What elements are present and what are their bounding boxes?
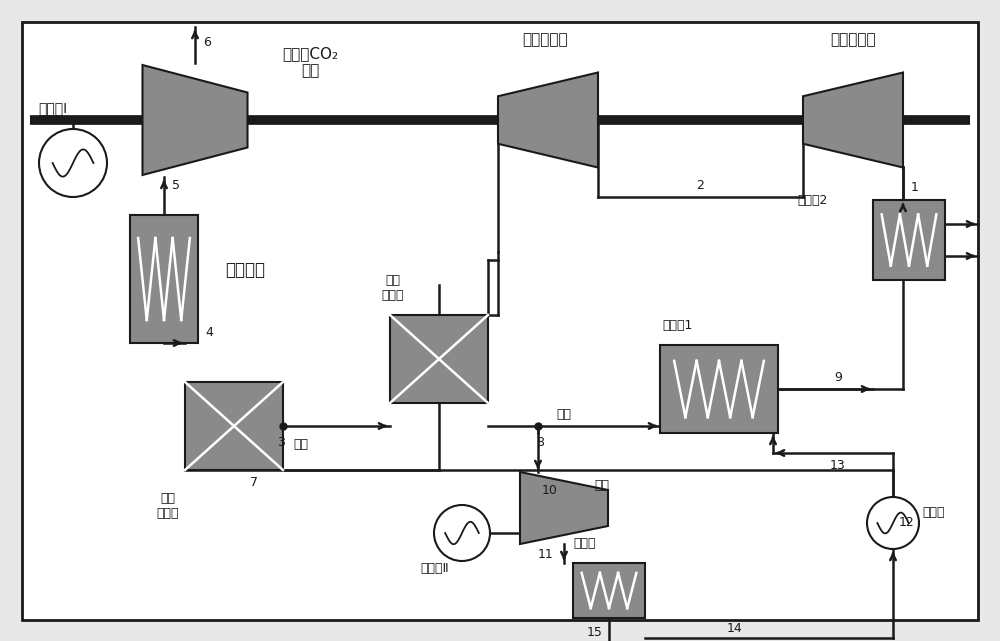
Polygon shape: [803, 72, 903, 167]
Text: 3: 3: [277, 435, 285, 449]
Text: 增压泵: 增压泵: [922, 506, 944, 519]
Text: 15: 15: [587, 626, 603, 638]
Polygon shape: [143, 65, 248, 175]
Text: 8: 8: [536, 435, 544, 449]
Text: 分流: 分流: [556, 408, 571, 420]
Text: 11: 11: [538, 547, 554, 560]
Circle shape: [434, 505, 490, 561]
Bar: [130, 215, 198, 343]
Text: 合流: 合流: [293, 438, 308, 451]
Polygon shape: [498, 72, 598, 167]
Text: 1: 1: [911, 181, 919, 194]
Text: 12: 12: [899, 517, 915, 529]
Text: 预冷器1: 预冷器1: [662, 319, 692, 332]
Text: 二级压缩朼: 二级压缩朼: [522, 33, 568, 47]
Bar: [573, 563, 645, 618]
Text: 预冷器2: 预冷器2: [798, 194, 828, 206]
Text: 6: 6: [203, 35, 211, 49]
Text: 超临界CO₂
透平: 超临界CO₂ 透平: [282, 46, 338, 78]
Polygon shape: [520, 472, 608, 544]
Text: 一级压缩朼: 一级压缩朼: [830, 33, 876, 47]
Circle shape: [867, 497, 919, 549]
Bar: [873, 200, 945, 280]
Text: 透平: 透平: [594, 479, 610, 492]
Bar: [390, 315, 488, 403]
Text: 发电朼Ⅰ: 发电朼Ⅰ: [38, 101, 67, 115]
Text: 5: 5: [172, 178, 180, 192]
Text: 13: 13: [830, 458, 846, 472]
Text: 10: 10: [542, 483, 558, 497]
Text: 低温
回热器: 低温 回热器: [382, 274, 404, 302]
Bar: [185, 382, 283, 470]
Bar: [660, 345, 778, 433]
Text: 7: 7: [250, 476, 258, 488]
Text: 14: 14: [727, 622, 743, 635]
Text: 2: 2: [696, 178, 704, 192]
Text: 核反应堆: 核反应堆: [225, 261, 265, 279]
Text: 高温
回热器: 高温 回热器: [157, 492, 179, 520]
Text: 9: 9: [834, 370, 842, 383]
Text: 发电朼Ⅱ: 发电朼Ⅱ: [421, 562, 449, 575]
Text: 冷凝器: 冷凝器: [573, 537, 596, 550]
Text: 4: 4: [205, 326, 213, 338]
Circle shape: [39, 129, 107, 197]
